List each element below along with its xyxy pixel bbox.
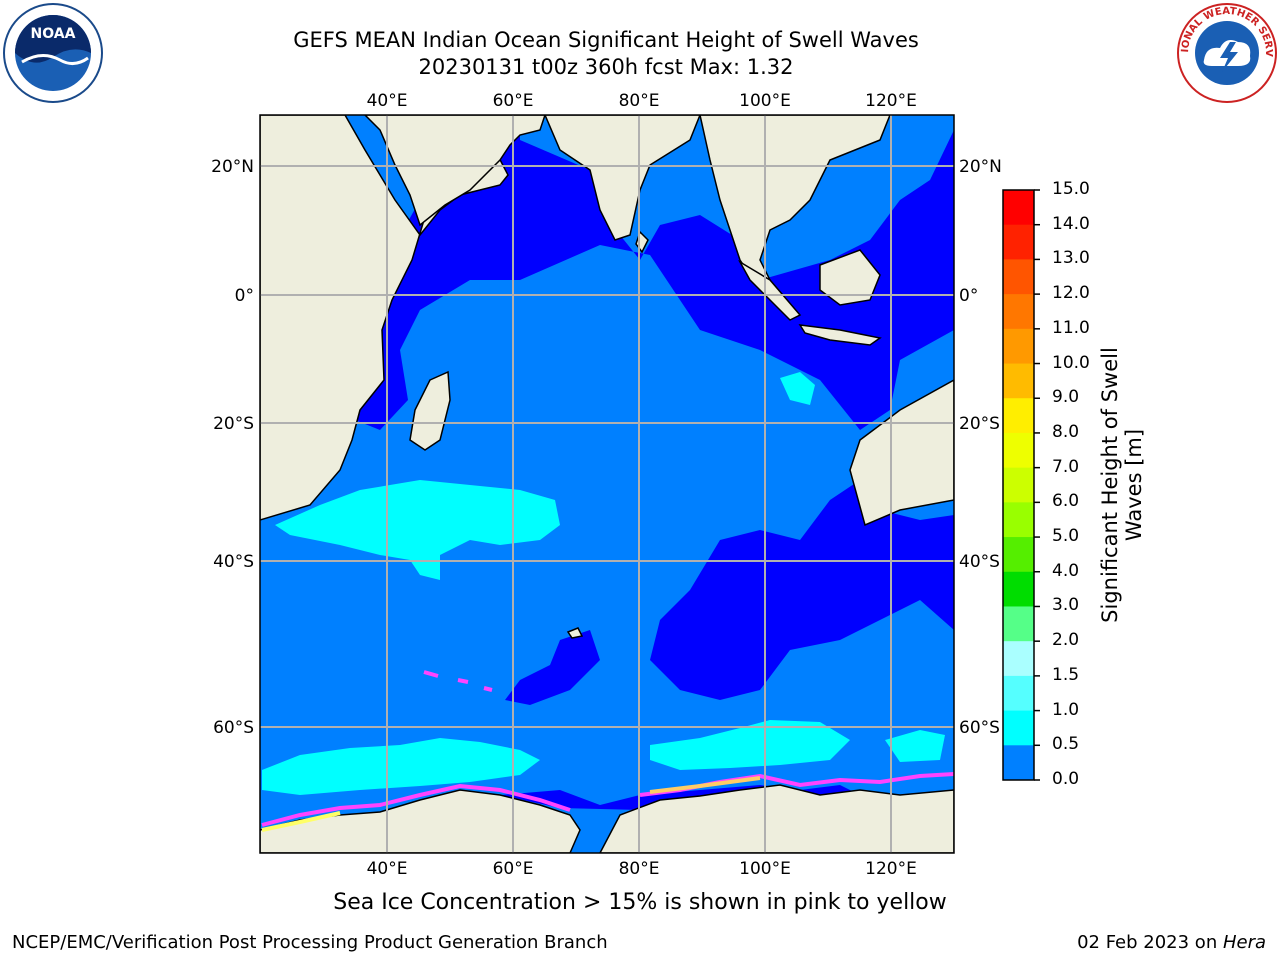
colorbar-segment [1003, 294, 1034, 330]
lon-label-bottom: 80°E [619, 859, 660, 879]
lat-label-right: 60°S [959, 718, 1000, 738]
swell-band-1-0-1-5-south-east [650, 720, 850, 770]
colorbar-tick-label: 0.5 [1052, 734, 1080, 755]
land-madagascar [409, 370, 451, 451]
lat-label-left: 0° [235, 286, 254, 306]
colorbar-tick-label: 3.0 [1052, 595, 1080, 616]
chart-title-line1: GEFS MEAN Indian Ocean Significant Heigh… [293, 28, 919, 52]
colorbar-tick-label: 1.0 [1052, 699, 1080, 720]
swell-band-1-0-1-5-east [780, 372, 815, 405]
noaa-logo-text: NOAA [31, 26, 76, 42]
colorbar-tick-label: 4.0 [1052, 560, 1080, 581]
colorbar-segment [1003, 502, 1034, 538]
colorbar-tick-label: 9.0 [1052, 387, 1080, 408]
colorbar-tick-label: 5.0 [1052, 526, 1080, 547]
land-borneo [819, 249, 881, 306]
lat-label-right: 40°S [959, 552, 1000, 572]
lat-label-left: 20°S [213, 414, 254, 434]
colorbar-segment [1003, 606, 1034, 642]
colorbar-tick-label: 1.5 [1052, 664, 1080, 685]
lat-label-left: 20°N [211, 157, 254, 177]
colorbar-segment [1003, 328, 1034, 365]
lat-label-right: 20°S [959, 414, 1000, 434]
swell-band-1-0-1-5-southwest [275, 480, 560, 580]
colorbar [1002, 189, 1040, 781]
colorbar-tick-label: 6.0 [1052, 491, 1080, 512]
land-africa [260, 115, 509, 521]
land-masses [260, 115, 954, 853]
colorbar-segment [1003, 363, 1034, 399]
land-kerguelen [566, 627, 584, 639]
lon-label-bottom: 100°E [739, 859, 791, 879]
colorbar-segment [1003, 398, 1034, 434]
map-frame [259, 114, 955, 854]
land-sumatra [737, 259, 802, 321]
lon-label-bottom: 60°E [493, 859, 534, 879]
colorbar-tick-label: 2.0 [1052, 630, 1080, 651]
noaa-logo: NOAA [3, 3, 103, 103]
lon-label-top: 40°E [367, 91, 408, 111]
colorbar-title-line2: Waves [m] [1122, 428, 1146, 542]
lon-label-top: 60°E [493, 91, 534, 111]
colorbar-tick-label: 12.0 [1052, 283, 1090, 304]
colorbar-tick-label: 11.0 [1052, 317, 1090, 338]
colorbar-segment [1003, 259, 1034, 295]
colorbar-tick-label: 0.0 [1052, 769, 1080, 789]
swell-band-1-0-1-5-south [262, 738, 540, 795]
sea-ice-note: Sea Ice Concentration > 15% is shown in … [333, 890, 947, 915]
lon-label-bottom: 120°E [865, 859, 917, 879]
colorbar-tick-label: 7.0 [1052, 456, 1080, 477]
map-area [260, 115, 954, 853]
chart-title-line2: 20230131 t00z 360h fcst Max: 1.32 [418, 55, 794, 79]
colorbar-tick-label: 13.0 [1052, 248, 1090, 269]
lon-label-top: 80°E [619, 91, 660, 111]
swell-band-0-0-5-north [345, 115, 954, 430]
colorbar-segment [1003, 432, 1034, 469]
land-india [544, 115, 701, 241]
footer-host: Hera [1222, 932, 1266, 953]
gridlines [260, 115, 954, 853]
land-java [798, 324, 882, 346]
land-arabia [363, 115, 546, 227]
sea-ice-edge [261, 670, 954, 832]
swell-band-1-0-1-5-far-east [885, 730, 945, 762]
land-australia [849, 379, 954, 527]
footer-date-text: 02 Feb 2023 on [1077, 932, 1223, 953]
colorbar-tick-label: 15.0 [1052, 179, 1090, 199]
nws-logo: NATIONAL WEATHER SERVICE [1176, 2, 1277, 103]
footer-date: 02 Feb 2023 on Hera [1077, 932, 1266, 953]
colorbar-segment [1003, 745, 1034, 781]
lat-label-left: 40°S [213, 552, 254, 572]
colorbar-segment [1003, 467, 1034, 503]
lat-label-right: 20°N [959, 157, 1002, 177]
lon-label-bottom: 40°E [367, 859, 408, 879]
colorbar-segment [1003, 710, 1034, 746]
colorbar-segment [1003, 224, 1034, 260]
colorbar-tick-label: 14.0 [1052, 213, 1090, 234]
colorbar-tick-label: 10.0 [1052, 352, 1090, 373]
swell-band-0-0-5-central-south [505, 630, 600, 705]
footer-credit: NCEP/EMC/Verification Post Processing Pr… [12, 932, 608, 953]
lon-label-top: 120°E [865, 91, 917, 111]
colorbar-segment [1003, 675, 1034, 712]
colorbar-title: Significant Height of Swell Waves [m] [1098, 325, 1158, 645]
colorbar-title-line1: Significant Height of Swell [1098, 347, 1122, 623]
lat-label-left: 60°S [213, 718, 254, 738]
colorbar-segment [1003, 190, 1034, 226]
colorbar-segment [1003, 571, 1034, 607]
lon-label-top: 100°E [739, 91, 791, 111]
axis-labels: 40°E 60°E 80°E 100°E 120°E 40°E 60°E 80°… [211, 91, 1002, 879]
lat-label-right: 0° [959, 286, 978, 306]
colorbar-segment [1003, 641, 1034, 677]
swell-band-0-0-5-southeast [650, 480, 954, 700]
colorbar-tick-label: 8.0 [1052, 421, 1080, 442]
land-antarctica-east [599, 784, 954, 853]
colorbar-frame [1002, 189, 1035, 781]
colorbar-segment [1003, 537, 1034, 573]
